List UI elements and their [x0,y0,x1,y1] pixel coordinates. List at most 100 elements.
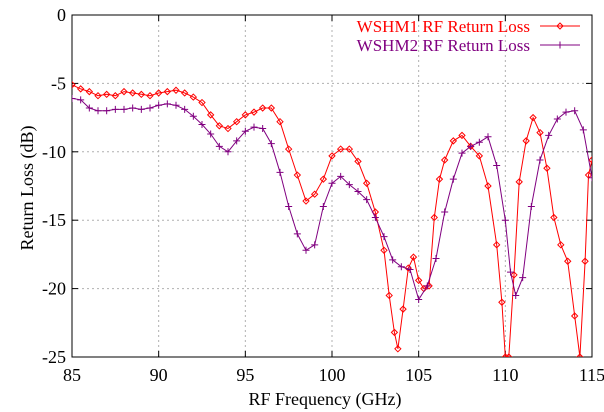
data-point [345,181,353,189]
data-point [571,107,579,115]
data-point [423,282,431,290]
data-point [94,92,102,100]
data-point [94,107,102,115]
data-point [207,130,215,138]
data-point [302,246,310,254]
data-point [484,133,492,141]
data-point [241,127,249,135]
data-point [103,107,111,115]
data-point [449,137,458,145]
data-point [155,101,163,109]
data-point [172,86,180,94]
data-point [458,131,466,140]
data-point [120,105,128,113]
data-point [414,276,423,285]
data-point [363,196,371,204]
data-point [564,257,572,265]
data-point [519,274,527,282]
data-point [543,164,551,172]
series-2 [72,94,592,304]
data-point [163,100,171,108]
data-point [284,145,293,153]
data-point [250,108,258,116]
data-point [588,156,592,164]
data-point [449,175,457,183]
data-point [510,271,518,279]
data-point [319,175,328,183]
y-axis-title: Return Loss (dB) [17,126,38,251]
data-point [189,93,198,101]
x-tick-label: 100 [319,365,346,385]
data-point [311,241,319,249]
data-point [72,81,76,89]
data-point [319,203,327,211]
data-point [556,22,564,30]
data-point [345,145,354,153]
series-line [72,84,592,357]
data-point [85,87,94,96]
x-tick-label: 110 [492,365,518,385]
legend-entry: WSHM1 RF Return Loss [357,17,580,36]
data-point [550,213,558,222]
data-point [267,104,276,112]
x-tick-label: 115 [579,365,604,385]
data-point [111,105,119,113]
data-point [501,216,509,224]
x-tick-label: 85 [63,365,81,385]
data-point [241,111,250,119]
data-point [189,112,197,120]
data-point [536,128,544,137]
data-point [154,89,163,97]
axis-ticks: 85 90 95 100 105 110 115 0 -5 -10 -15 -20 -25 [42,5,604,385]
data-point [77,96,85,104]
series-1 [72,81,592,357]
data-point [198,98,206,107]
data-point [432,255,440,263]
data-point [232,117,241,126]
y-tick-label: -5 [51,73,66,93]
data-point [409,253,418,261]
data-point [285,203,293,211]
data-point [337,172,345,180]
data-point [581,257,589,265]
data-point [181,105,189,113]
data-point [215,142,223,150]
data-point [440,156,449,164]
x-tick-label: 95 [236,365,254,385]
data-point [198,120,206,128]
data-point [385,291,393,300]
data-point [172,101,180,109]
data-point [215,122,224,130]
data-point [545,131,553,139]
data-point [85,104,93,112]
data-point [570,312,579,320]
data-point [180,89,189,97]
data-point [163,87,172,96]
data-point [556,41,564,49]
data-point [562,108,570,116]
data-point [576,353,584,357]
data-point [354,157,362,166]
data-point [224,124,232,133]
data-point [536,156,544,164]
data-point [276,117,284,126]
data-point [258,104,267,112]
data-point [553,115,561,123]
data-point [146,104,154,112]
y-tick-label: 0 [57,5,66,25]
data-point [128,89,137,97]
data-point [137,105,145,113]
data-point [233,137,241,145]
data-point [146,92,154,100]
data-point [406,265,414,273]
data-point [380,246,388,255]
data-point [111,92,120,100]
x-axis-title: RF Frequency (GHz) [249,389,402,410]
data-point [293,230,301,238]
data-point [475,138,483,146]
data-point [507,268,515,276]
data-point [129,104,137,112]
data-point [397,263,405,271]
data-point [435,175,444,183]
